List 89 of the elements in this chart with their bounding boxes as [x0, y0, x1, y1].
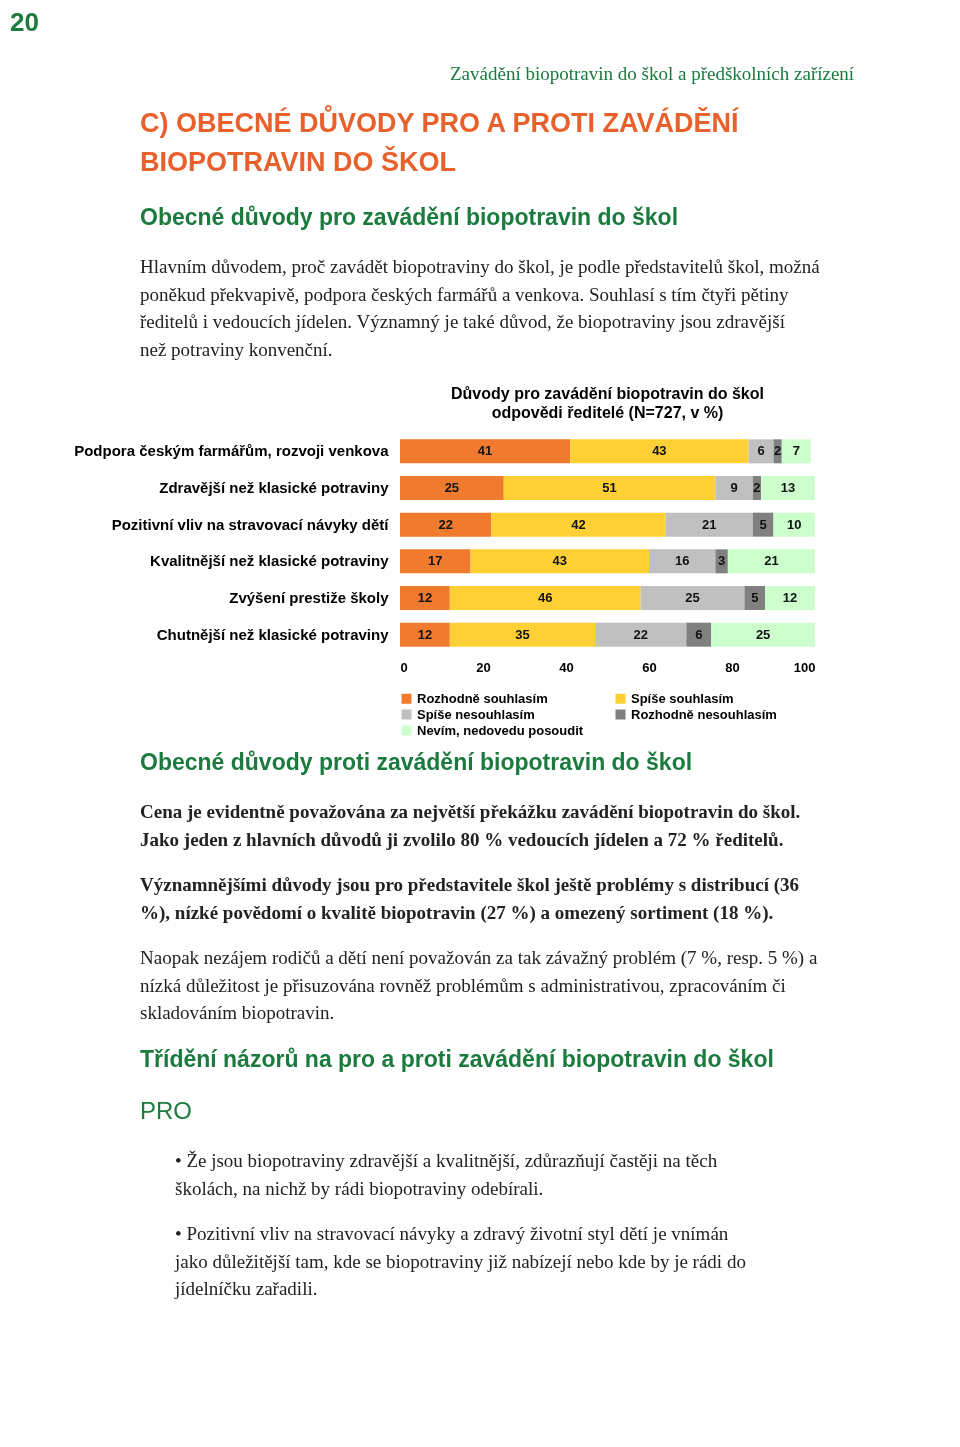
bar — [449, 586, 641, 610]
data-label: 22 — [438, 516, 453, 532]
bar — [686, 622, 712, 647]
bar — [491, 512, 666, 537]
y-tick-label: Pozitivní vliv na stravovací návyky dětí — [111, 515, 390, 533]
bar — [649, 549, 716, 574]
bar — [711, 622, 815, 647]
bar — [400, 439, 571, 464]
bar — [400, 549, 471, 574]
bar — [748, 439, 774, 464]
bar — [595, 622, 687, 647]
x-tick-label: 100 — [793, 659, 816, 675]
chart-title: Důvody pro zavádění biopotravin do škol — [451, 385, 764, 402]
bar — [400, 586, 450, 610]
data-label: 21 — [701, 516, 717, 532]
y-tick-label: Chutnější než klasické potraviny — [156, 625, 390, 643]
y-tick-label: Zdravější než klasické potraviny — [159, 479, 390, 496]
text: Obecné důvody proti zavádění biopotravin do škol — [140, 749, 693, 775]
text: 20 — [10, 7, 39, 37]
bar — [400, 512, 492, 537]
data-label: 25 — [755, 626, 771, 642]
data-label: 17 — [428, 553, 443, 569]
y-tick-label: Podpora českým farmářům, rozvoji venkova — [74, 442, 390, 460]
data-label: 25 — [685, 590, 700, 605]
data-label: 5 — [759, 516, 767, 532]
text: Cena je evidentně považována za největší překážku zavádění biopotravin do škol. Jako jeden z hlavních důvodů ji zvolilo 80 % vedoucích jídelen a 72 % ředitelů. — [140, 801, 801, 850]
text: C) OBECNÉ DŮVODY PRO A PROTI ZAVÁDĚNÍ BIOPOTRAVIN DO ŠKOL — [140, 105, 741, 178]
text: • Že jsou biopotraviny zdravější a kvalitnější, zdůrazňují častěji na těch školách, na nichž by rádi biopotraviny odebírali. — [175, 1150, 718, 1199]
bar — [640, 586, 745, 610]
bar — [470, 549, 649, 574]
x-tick-label: 40 — [559, 659, 574, 675]
bar — [449, 622, 596, 647]
text: Zavádění biopotravin do škol a předškolních zařízení — [450, 63, 855, 84]
legend-label: Rozhodně nesouhlasím — [631, 706, 777, 722]
data-label: 25 — [444, 480, 460, 495]
text: Hlavním důvodem, proč zavádět biopotraviny do škol, je podle představitelů škol, možná poněkud překvapivě, podpora českých farmářů a venkova. Souhlasí s tím čtyři pětiny ředitelů i vedoucích jídelen. Významný je také důvod, že biopotraviny jsou zdravější než potraviny konvenční. — [140, 256, 821, 360]
data-label: 6 — [757, 443, 765, 459]
data-label: 10 — [787, 516, 802, 532]
data-label: 46 — [538, 590, 553, 605]
text: • Pozitivní vliv na stravovací návyky a zdravý životní styl dětí je vnímán jako důležitější tam, kde se biopotraviny již nabízejí nebo kde by je rádi do jídelníčku zařadili. — [174, 1223, 746, 1300]
data-label: 13 — [780, 480, 796, 495]
bar — [744, 586, 766, 610]
data-label: 41 — [477, 443, 493, 459]
data-label: 9 — [730, 480, 738, 495]
x-tick-label: 0 — [400, 659, 408, 675]
legend-label: Spíše souhlasím — [631, 690, 734, 706]
data-label: 6 — [695, 626, 703, 642]
data-label: 7 — [792, 443, 800, 459]
text: Významnějšími důvody jsou pro představitele škol ještě problémy s distribucí (36 %), nízké povědomí o kvalitě biopotravin (27 %) a omezený sortiment (18 %). — [140, 874, 800, 924]
data-label: 2 — [774, 443, 782, 459]
data-label: 5 — [751, 590, 759, 605]
legend-label: Spíše nesouhlasím — [417, 706, 535, 722]
text: Třídění názorů na pro a proti zavádění biopotravin do škol — [140, 1046, 774, 1072]
data-label: 35 — [515, 626, 530, 642]
data-label: 12 — [782, 590, 798, 605]
text: PRO — [140, 1097, 193, 1124]
text: Obecné důvody pro zavádění biopotravin do škol — [140, 204, 679, 230]
x-tick-label: 80 — [725, 659, 740, 675]
bar — [570, 439, 749, 464]
x-tick-label: 20 — [476, 659, 491, 675]
data-label: 43 — [652, 443, 667, 459]
data-label: 2 — [753, 480, 761, 495]
data-label: 42 — [571, 516, 586, 532]
bar — [752, 512, 774, 537]
text: Naopak nezájem rodičů a dětí není považován za tak závažný problém (7 %, resp. 5 %) a nízká důležitost je přisuzována rovněž problémům s administrativou, zpracováním či skladováním biopotravin. — [140, 947, 818, 1024]
x-tick-label: 60 — [642, 659, 657, 675]
data-label: 43 — [552, 553, 568, 569]
data-label: 16 — [674, 553, 690, 569]
y-tick-label: Kvalitnější než klasické potraviny — [150, 552, 390, 570]
data-label: 12 — [417, 626, 433, 642]
bar — [781, 439, 811, 464]
bar — [665, 512, 753, 537]
chart-subtitle: odpovědi ředitelé (N=727, v %) — [491, 404, 724, 421]
bar — [765, 586, 815, 610]
data-label: 12 — [417, 590, 433, 605]
bar — [773, 512, 815, 537]
bar — [761, 476, 815, 500]
y-tick-label: Zvýšení prestiže školy — [229, 589, 390, 606]
bar — [503, 476, 716, 500]
bar — [400, 476, 504, 500]
data-label: 3 — [718, 553, 726, 569]
legend-label: Nevím, nedovedu posoudit — [417, 722, 584, 738]
data-label: 21 — [764, 553, 779, 569]
bar — [400, 622, 450, 647]
legend-label: Rozhodně souhlasím — [417, 690, 548, 706]
data-label: 22 — [633, 626, 648, 642]
bar — [715, 476, 753, 500]
data-label: 51 — [602, 480, 617, 495]
bar — [727, 549, 815, 574]
